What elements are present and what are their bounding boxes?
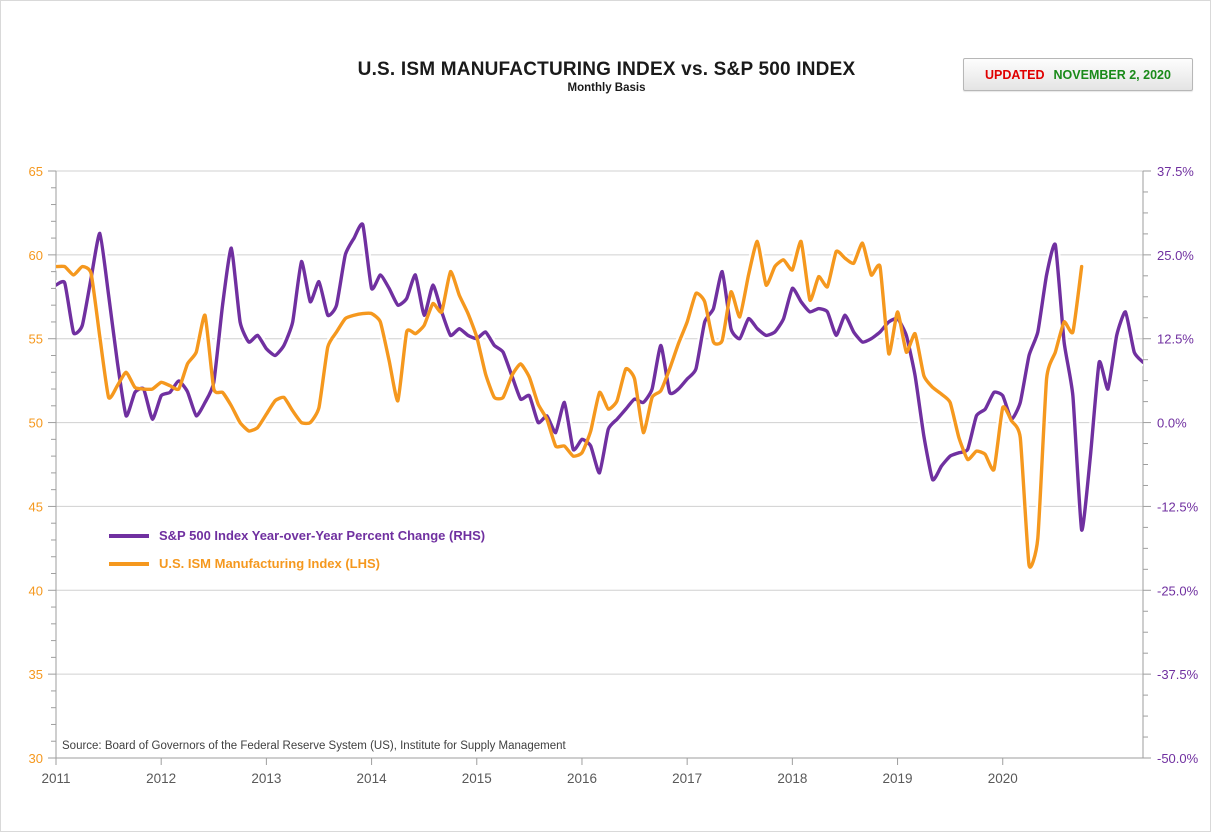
x-axis-label: 2014 bbox=[357, 771, 388, 786]
page-title: U.S. ISM MANUFACTURING INDEX vs. S&P 500… bbox=[357, 59, 856, 80]
right-axis-ticks bbox=[1143, 170, 1151, 759]
right-axis-label: -25.0% bbox=[1157, 583, 1199, 598]
left-axis-label: 65 bbox=[29, 164, 43, 179]
updated-label: UPDATED bbox=[985, 67, 1045, 82]
series-line-sp500 bbox=[56, 222, 1143, 532]
left-axis-label: 45 bbox=[29, 499, 43, 514]
x-axis-label: 2019 bbox=[883, 771, 913, 786]
x-axis-ticks bbox=[55, 758, 1004, 765]
left-axis-label: 60 bbox=[29, 248, 43, 263]
legend-label: U.S. ISM Manufacturing Index (LHS) bbox=[159, 556, 380, 571]
updated-badge: UPDATED NOVEMBER 2, 2020 bbox=[963, 58, 1193, 91]
source-note: Source: Board of Governors of the Federa… bbox=[62, 740, 566, 752]
left-axis-label: 40 bbox=[29, 583, 43, 598]
right-axis-label: -50.0% bbox=[1157, 751, 1199, 766]
right-axis-labels: 37.5% 25.0% 12.5% 0.0% -12.5% -25.0% -37.5% -50… bbox=[1157, 164, 1199, 766]
x-axis-labels: 2011 2012 2013 2014 2015 2016 2017 2018 2019 2020 bbox=[41, 771, 1017, 786]
left-axis-label: 35 bbox=[29, 667, 43, 682]
right-axis-label: 0.0% bbox=[1157, 416, 1187, 431]
right-axis-label: 25.0% bbox=[1157, 248, 1194, 263]
series-glow-sp500 bbox=[56, 219, 1143, 534]
legend-label: S&P 500 Index Year-over-Year Percent Cha… bbox=[159, 528, 485, 543]
series-layer bbox=[56, 219, 1143, 572]
right-axis-label: -12.5% bbox=[1157, 499, 1199, 514]
x-axis-label: 2017 bbox=[672, 771, 702, 786]
chart-subtitle: Monthly Basis bbox=[567, 82, 646, 94]
updated-date: NOVEMBER 2, 2020 bbox=[1053, 67, 1171, 82]
right-axis-label: -37.5% bbox=[1157, 667, 1199, 682]
left-axis-ticks bbox=[48, 170, 56, 759]
chart-legend: S&P 500 Index Year-over-Year Percent Cha… bbox=[109, 528, 485, 571]
left-axis-label: 50 bbox=[29, 416, 43, 431]
left-axis-label: 30 bbox=[29, 751, 43, 766]
right-axis-label: 12.5% bbox=[1157, 332, 1194, 347]
x-axis-label: 2013 bbox=[251, 771, 281, 786]
x-axis-label: 2020 bbox=[988, 771, 1018, 786]
left-axis-labels: 65 60 55 50 45 40 35 30 bbox=[29, 164, 43, 766]
x-axis-label: 2016 bbox=[567, 771, 597, 786]
right-axis-label: 37.5% bbox=[1157, 164, 1194, 179]
series-line-ism bbox=[56, 239, 1084, 569]
x-axis-label: 2012 bbox=[146, 771, 176, 786]
x-axis-label: 2011 bbox=[41, 771, 70, 786]
x-axis-label: 2018 bbox=[777, 771, 807, 786]
x-axis-label: 2015 bbox=[462, 771, 492, 786]
left-axis-label: 55 bbox=[29, 332, 43, 347]
